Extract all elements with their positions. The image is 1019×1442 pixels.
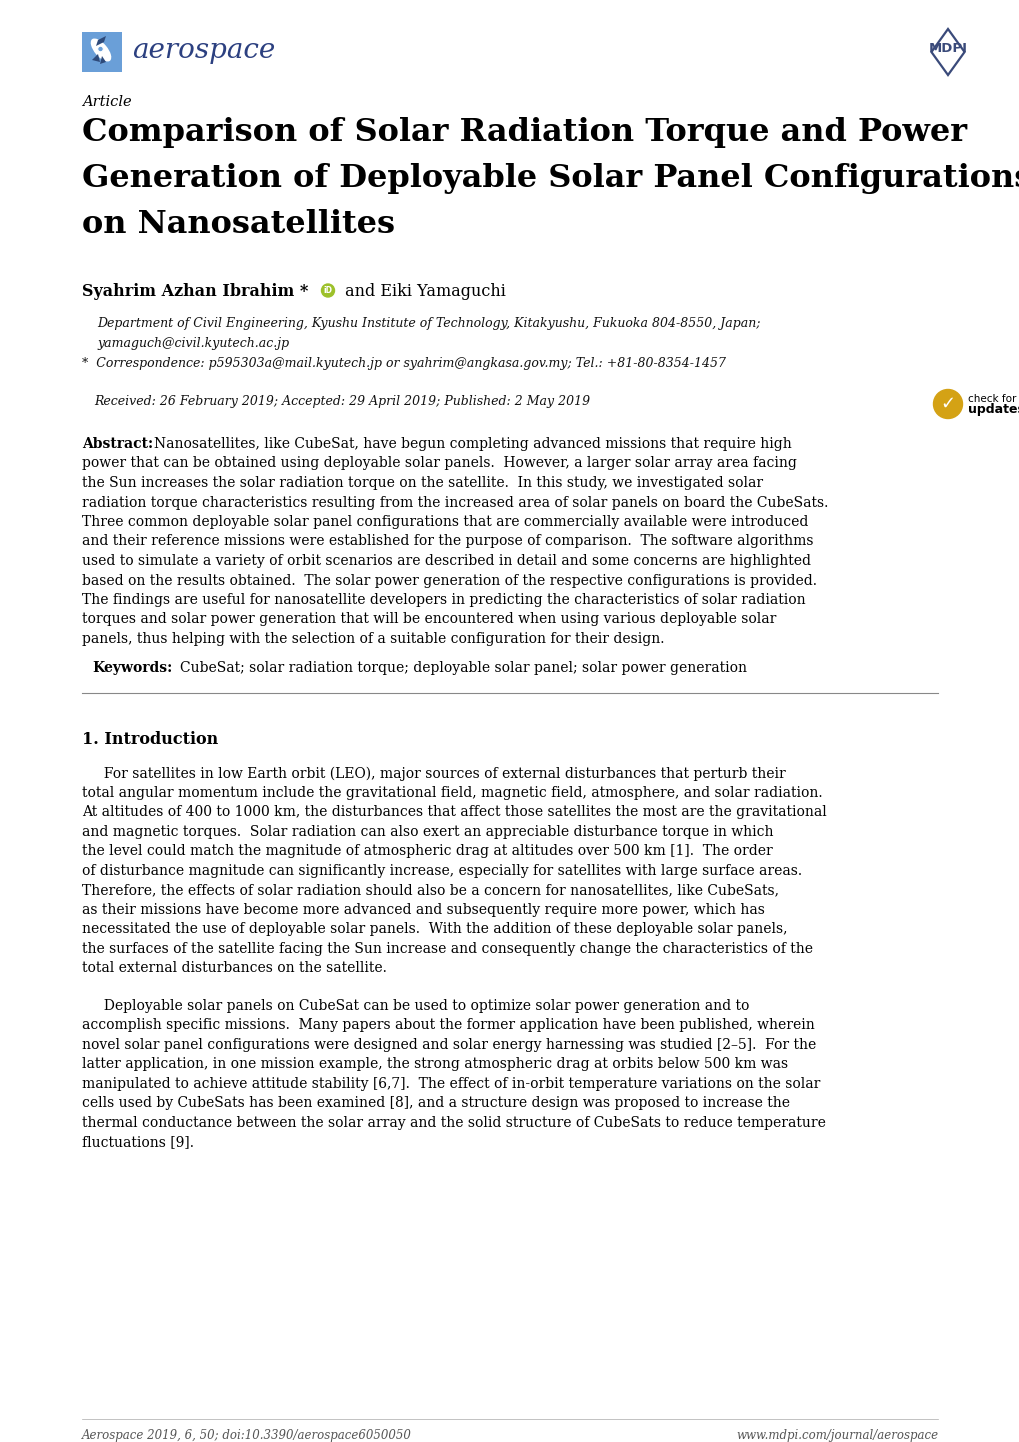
Text: MDPI: MDPI (927, 42, 967, 55)
Circle shape (98, 46, 103, 52)
Polygon shape (96, 36, 106, 46)
Text: CubeSat; solar radiation torque; deployable solar panel; solar power generation: CubeSat; solar radiation torque; deploya… (179, 662, 746, 675)
Text: Keywords:: Keywords: (92, 662, 172, 675)
Text: accomplish specific missions.  Many papers about the former application have bee: accomplish specific missions. Many paper… (82, 1018, 814, 1032)
Text: Syahrim Azhan Ibrahim *: Syahrim Azhan Ibrahim * (82, 283, 308, 300)
Text: *  Correspondence: p595303a@mail.kyutech.jp or syahrim@angkasa.gov.my; Tel.: +81: * Correspondence: p595303a@mail.kyutech.… (82, 358, 726, 371)
Text: based on the results obtained.  The solar power generation of the respective con: based on the results obtained. The solar… (82, 574, 816, 587)
Text: and Eiki Yamaguchi: and Eiki Yamaguchi (339, 283, 505, 300)
Text: on Nanosatellites: on Nanosatellites (82, 209, 394, 239)
Text: At altitudes of 400 to 1000 km, the disturbances that affect those satellites th: At altitudes of 400 to 1000 km, the dist… (82, 806, 826, 819)
Circle shape (932, 389, 962, 418)
Text: Article: Article (82, 95, 131, 110)
Text: check for: check for (967, 394, 1015, 404)
Text: The findings are useful for nanosatellite developers in predicting the character: The findings are useful for nanosatellit… (82, 593, 805, 607)
Polygon shape (100, 56, 106, 63)
Text: ✓: ✓ (940, 395, 955, 412)
Text: the level could match the magnitude of atmospheric drag at altitudes over 500 km: the level could match the magnitude of a… (82, 845, 772, 858)
Text: Three common deployable solar panel configurations that are commercially availab: Three common deployable solar panel conf… (82, 515, 808, 529)
Text: Abstract:: Abstract: (82, 437, 153, 451)
Text: Nanosatellites, like CubeSat, have begun completing advanced missions that requi: Nanosatellites, like CubeSat, have begun… (154, 437, 791, 451)
Text: thermal conductance between the solar array and the solid structure of CubeSats : thermal conductance between the solar ar… (82, 1116, 825, 1131)
Text: torques and solar power generation that will be encountered when using various d: torques and solar power generation that … (82, 613, 775, 626)
Text: used to simulate a variety of orbit scenarios are described in detail and some c: used to simulate a variety of orbit scen… (82, 554, 810, 568)
Text: novel solar panel configurations were designed and solar energy harnessing was s: novel solar panel configurations were de… (82, 1038, 815, 1053)
Text: iD: iD (323, 286, 332, 296)
Ellipse shape (91, 39, 111, 62)
Text: power that can be obtained using deployable solar panels.  However, a larger sol: power that can be obtained using deploya… (82, 457, 796, 470)
Text: Comparison of Solar Radiation Torque and Power: Comparison of Solar Radiation Torque and… (82, 117, 966, 149)
Text: total external disturbances on the satellite.: total external disturbances on the satel… (82, 962, 386, 975)
Text: manipulated to achieve attitude stability [6,7].  The effect of in-orbit tempera: manipulated to achieve attitude stabilit… (82, 1077, 819, 1092)
Text: necessitated the use of deployable solar panels.  With the addition of these dep: necessitated the use of deployable solar… (82, 923, 787, 936)
Text: www.mdpi.com/journal/aerospace: www.mdpi.com/journal/aerospace (735, 1429, 937, 1442)
Text: latter application, in one mission example, the strong atmospheric drag at orbit: latter application, in one mission examp… (82, 1057, 788, 1071)
Text: the surfaces of the satellite facing the Sun increase and consequently change th: the surfaces of the satellite facing the… (82, 942, 812, 956)
Text: Department of Civil Engineering, Kyushu Institute of Technology, Kitakyushu, Fuk: Department of Civil Engineering, Kyushu … (97, 317, 760, 330)
Text: aerospace: aerospace (131, 36, 275, 63)
Circle shape (321, 284, 334, 297)
Text: Generation of Deployable Solar Panel Configurations: Generation of Deployable Solar Panel Con… (82, 163, 1019, 195)
Text: total angular momentum include the gravitational field, magnetic field, atmosphe: total angular momentum include the gravi… (82, 786, 821, 800)
Polygon shape (92, 53, 100, 62)
Text: 1. Introduction: 1. Introduction (82, 731, 218, 748)
Text: and magnetic torques.  Solar radiation can also exert an appreciable disturbance: and magnetic torques. Solar radiation ca… (82, 825, 772, 839)
Text: yamaguch@civil.kyutech.ac.jp: yamaguch@civil.kyutech.ac.jp (97, 337, 288, 350)
Text: Therefore, the effects of solar radiation should also be a concern for nanosatel: Therefore, the effects of solar radiatio… (82, 884, 779, 897)
Text: For satellites in low Earth orbit (LEO), major sources of external disturbances : For satellites in low Earth orbit (LEO),… (82, 767, 785, 782)
Text: Received: 26 February 2019; Accepted: 29 April 2019; Published: 2 May 2019: Received: 26 February 2019; Accepted: 29… (94, 395, 590, 408)
Text: of disturbance magnitude can significantly increase, especially for satellites w: of disturbance magnitude can significant… (82, 864, 801, 878)
Text: and their reference missions were established for the purpose of comparison.  Th: and their reference missions were establ… (82, 535, 813, 548)
Text: panels, thus helping with the selection of a suitable configuration for their de: panels, thus helping with the selection … (82, 632, 663, 646)
Text: Aerospace 2019, 6, 50; doi:10.3390/aerospace6050050: Aerospace 2019, 6, 50; doi:10.3390/aeros… (82, 1429, 412, 1442)
Text: radiation torque characteristics resulting from the increased area of solar pane: radiation torque characteristics resulti… (82, 496, 827, 509)
Text: fluctuations [9].: fluctuations [9]. (82, 1135, 194, 1149)
Text: the Sun increases the solar radiation torque on the satellite.  In this study, w: the Sun increases the solar radiation to… (82, 476, 762, 490)
Text: as their missions have become more advanced and subsequently require more power,: as their missions have become more advan… (82, 903, 764, 917)
Text: cells used by CubeSats has been examined [8], and a structure design was propose: cells used by CubeSats has been examined… (82, 1096, 790, 1110)
Text: Deployable solar panels on CubeSat can be used to optimize solar power generatio: Deployable solar panels on CubeSat can b… (82, 999, 749, 1012)
FancyBboxPatch shape (82, 32, 122, 72)
Text: updates: updates (967, 402, 1019, 415)
